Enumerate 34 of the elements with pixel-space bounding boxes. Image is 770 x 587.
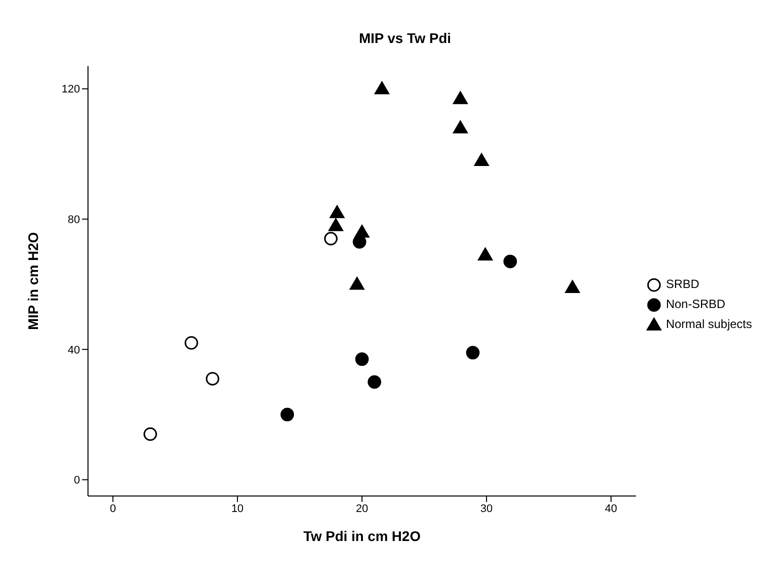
point xyxy=(355,352,369,366)
point xyxy=(503,254,517,268)
y-tick-label: 120 xyxy=(62,84,80,96)
point xyxy=(474,152,490,166)
point xyxy=(452,120,468,134)
legend-label: Non-SRBD xyxy=(666,297,726,311)
x-tick-label: 10 xyxy=(231,502,244,515)
legend-label: SRBD xyxy=(666,277,700,291)
point xyxy=(184,336,198,350)
point xyxy=(328,218,344,232)
y-tick-label: 0 xyxy=(74,474,80,487)
y-tick-label: 80 xyxy=(68,214,80,226)
x-axis-title: Tw Pdi in cm H2O xyxy=(303,528,421,544)
point xyxy=(144,427,158,441)
point xyxy=(478,247,493,260)
x-tick-label: 0 xyxy=(110,502,116,515)
point xyxy=(330,205,345,218)
point xyxy=(466,346,480,360)
point xyxy=(452,91,468,104)
x-tick-label: 40 xyxy=(604,502,618,515)
point xyxy=(564,280,580,294)
legend-label: Normal subjects xyxy=(666,317,752,331)
point xyxy=(350,276,365,290)
point xyxy=(374,81,390,94)
y-axis-title: MIP in cm H2O xyxy=(24,232,41,330)
point xyxy=(280,408,294,422)
point xyxy=(324,232,338,246)
x-tick-label: 20 xyxy=(356,502,368,515)
x-tick-label: 30 xyxy=(480,502,493,515)
chart-title: MIP vs Tw Pdi xyxy=(358,30,452,46)
point xyxy=(354,224,370,238)
y-tick-label: 40 xyxy=(68,344,80,356)
point xyxy=(206,372,220,386)
point xyxy=(368,375,382,389)
